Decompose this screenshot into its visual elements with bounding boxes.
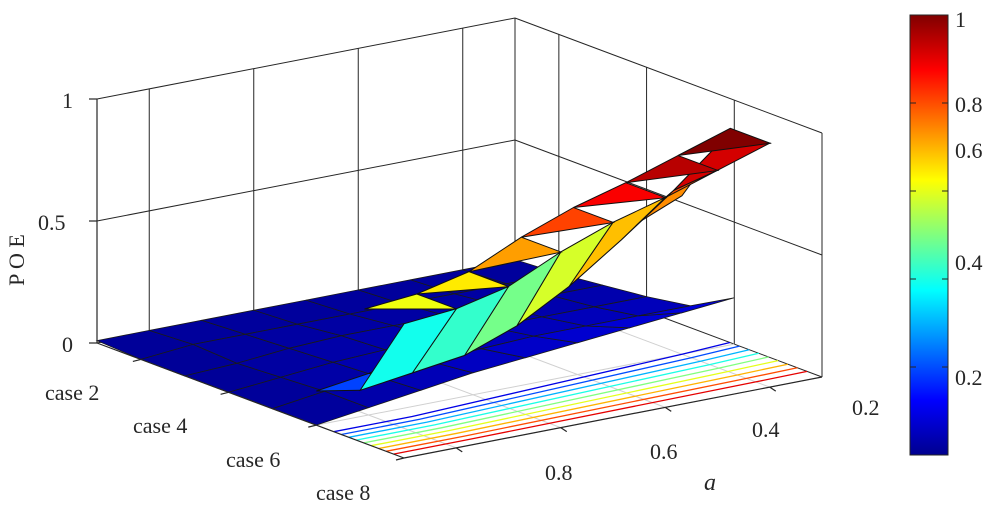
y-tick-labels: 0.2 0.4 0.6 0.8	[545, 395, 880, 485]
y-tick-label: 0.4	[752, 417, 780, 442]
contour-line	[393, 370, 808, 455]
colorbar-ticks	[910, 14, 948, 368]
x-tick	[132, 358, 142, 363]
floor-patch	[638, 297, 735, 317]
contour-layer	[333, 341, 808, 455]
grid-line	[96, 139, 516, 222]
z-tick-labels: 0 0.5 1	[38, 88, 73, 357]
y-tick-label: 0.2	[852, 395, 880, 420]
colorbar-tick-label: 1	[955, 7, 966, 32]
contour-line	[348, 349, 750, 438]
z-tick-label: 1	[62, 88, 73, 113]
z-axis-label: P O E	[4, 234, 29, 286]
colorbar-tick-label: 0.8	[955, 92, 983, 117]
x-tick-labels: case 2 case 4 case 6 case 8	[45, 380, 370, 505]
contour-line	[378, 363, 788, 450]
colorbar-tick-label: 0.6	[955, 138, 983, 163]
x-tick-label: case 8	[316, 480, 370, 505]
x-tick-label: case 6	[226, 447, 280, 472]
y-tick	[769, 386, 777, 392]
y-axis-line	[403, 376, 823, 459]
grid-line	[514, 17, 823, 134]
colorbar: 0.2 0.4 0.6 0.8 1	[909, 7, 983, 456]
contour-line	[370, 359, 779, 447]
y-tick-label: 0.6	[650, 439, 678, 464]
y-tick	[560, 427, 568, 433]
axes-layer	[89, 98, 823, 461]
surface-patch	[358, 307, 458, 392]
x-tick-label: case 4	[133, 413, 187, 438]
x-axis-line	[96, 342, 405, 459]
colorbar-tick-label: 0.4	[955, 250, 983, 275]
y-tick	[664, 406, 672, 412]
y-tick-label: 0.8	[545, 460, 573, 485]
contour-line	[333, 341, 731, 433]
x-tick	[220, 391, 229, 395]
surface-patch	[364, 293, 457, 310]
x-tick	[308, 424, 317, 428]
y-axis-label: a	[704, 470, 716, 496]
grid-layer	[96, 17, 823, 459]
z-tick-label: 0	[62, 332, 73, 357]
colorbar-gradient	[909, 14, 949, 456]
y-tick	[455, 447, 463, 453]
main-surface	[316, 127, 772, 392]
contour-line	[385, 367, 798, 452]
contour-line	[356, 352, 759, 441]
z-tick-label: 0.5	[38, 210, 66, 235]
contour-line	[363, 356, 769, 444]
x-tick-label: case 2	[45, 380, 99, 405]
contour-line	[341, 345, 740, 436]
colorbar-tick-label: 0.2	[955, 365, 983, 390]
x-tick	[395, 457, 405, 461]
grid-line	[96, 17, 516, 100]
